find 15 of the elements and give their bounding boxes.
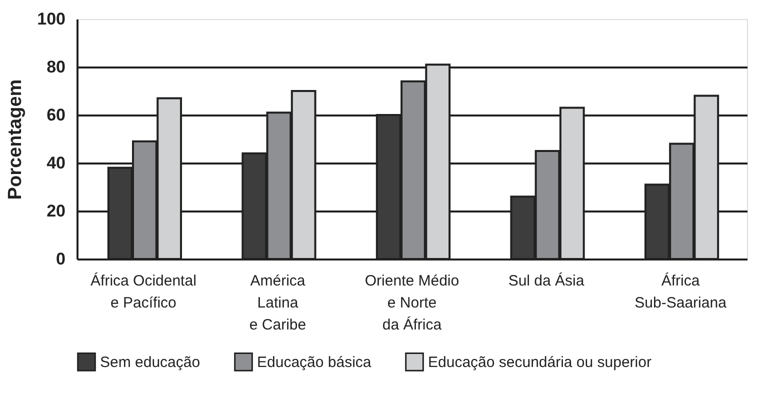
y-tick-label: 0: [56, 250, 66, 268]
legend-label: Educação básica: [257, 354, 372, 371]
x-tick-label: Oriente Médio e Norte da África: [364, 272, 460, 334]
y-tick-label: 100: [37, 10, 66, 28]
x-tick-label: América Latina e Caribe: [249, 272, 306, 334]
y-tick-label: 60: [46, 106, 66, 124]
legend-label: Educação secundária ou superior: [428, 354, 652, 371]
y-tick-label: 80: [46, 58, 66, 76]
y-axis-title: Porcentagem: [5, 79, 26, 200]
x-tick-label: Sul da Ásia: [508, 272, 585, 290]
x-tick-label: África Sub-Saariana: [634, 272, 728, 312]
y-tick-label: 20: [46, 202, 66, 220]
x-tick-label: África Ocidental e Pacífico: [90, 272, 196, 312]
legend-label: Sem educação: [100, 354, 200, 371]
y-tick-label: 40: [46, 154, 66, 172]
